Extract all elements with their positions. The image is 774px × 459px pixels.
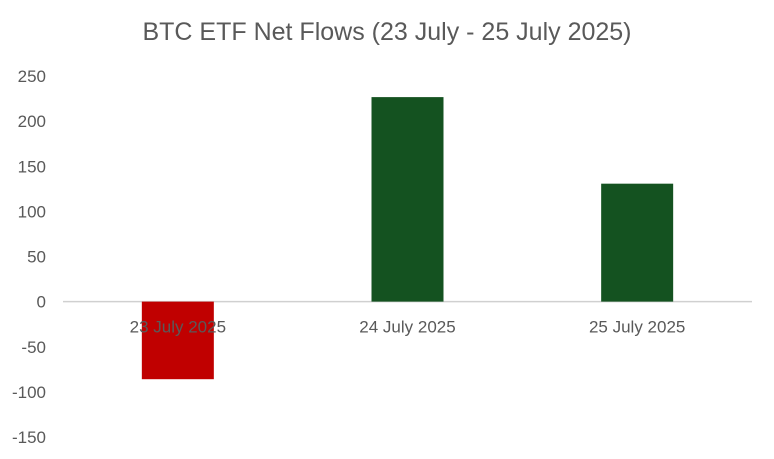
chart-title: BTC ETF Net Flows (23 July - 25 July 202…: [142, 18, 631, 46]
y-tick-label: 150: [18, 157, 46, 176]
x-category-label: 24 July 2025: [359, 318, 455, 337]
bar-2: [371, 97, 444, 302]
bars-group: [141, 97, 674, 380]
y-tick-label: 100: [18, 202, 46, 221]
x-category-label: 23 July 2025: [130, 318, 226, 337]
y-tick-label: 250: [18, 67, 46, 86]
y-tick-label: 50: [27, 248, 46, 267]
bar-3: [601, 183, 674, 302]
y-tick-label: -150: [12, 428, 46, 447]
bar-1: [141, 301, 214, 380]
y-axis-ticks: 250 200 150 100 50 0 -50 -100 -150: [12, 67, 46, 447]
y-tick-label: -50: [21, 338, 46, 357]
y-tick-label: -100: [12, 383, 46, 402]
y-tick-label: 200: [18, 112, 46, 131]
x-category-label: 25 July 2025: [589, 318, 685, 337]
category-labels: 23 July 2025 24 July 2025 25 July 2025: [130, 318, 686, 337]
y-tick-label: 0: [37, 293, 46, 312]
